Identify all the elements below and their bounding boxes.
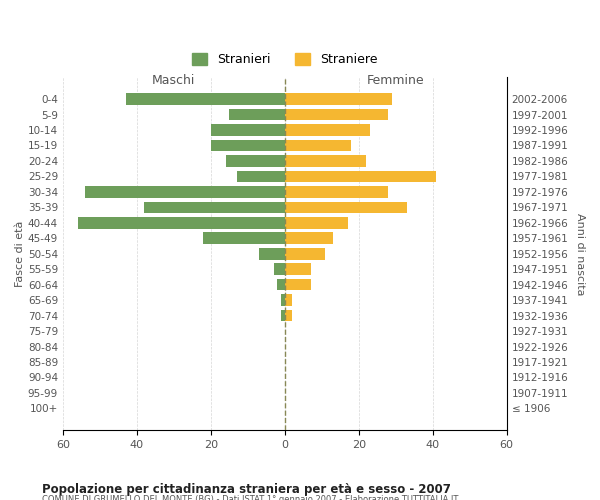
Bar (285, 294, 292, 306)
Bar (285, 279, 311, 290)
Bar (211, 124, 285, 136)
Bar (281, 310, 285, 322)
Bar (281, 294, 285, 306)
Bar (285, 264, 311, 275)
Text: Maschi: Maschi (152, 74, 196, 86)
Bar (126, 94, 285, 105)
Bar (229, 109, 285, 120)
Bar (285, 248, 325, 260)
Y-axis label: Anni di nascita: Anni di nascita (575, 212, 585, 295)
Bar (226, 155, 285, 167)
Legend: Stranieri, Straniere: Stranieri, Straniere (187, 48, 383, 71)
Y-axis label: Fasce di età: Fasce di età (15, 220, 25, 287)
Bar (285, 217, 347, 228)
Bar (277, 279, 285, 290)
Bar (285, 202, 407, 213)
Bar (285, 310, 292, 322)
Text: Femmine: Femmine (367, 74, 425, 86)
Bar (211, 140, 285, 151)
Bar (285, 155, 366, 167)
Bar (285, 140, 352, 151)
Bar (85, 186, 285, 198)
Bar (237, 170, 285, 182)
Bar (285, 232, 333, 244)
Bar (285, 94, 392, 105)
Bar (274, 264, 285, 275)
Text: COMUNE DI GRUMELLO DEL MONTE (BG) - Dati ISTAT 1° gennaio 2007 - Elaborazione TU: COMUNE DI GRUMELLO DEL MONTE (BG) - Dati… (42, 495, 458, 500)
Text: Popolazione per cittadinanza straniera per età e sesso - 2007: Popolazione per cittadinanza straniera p… (42, 482, 451, 496)
Bar (285, 124, 370, 136)
Bar (285, 186, 388, 198)
Bar (203, 232, 285, 244)
Bar (285, 109, 388, 120)
Bar (144, 202, 285, 213)
Bar (77, 217, 285, 228)
Bar (285, 170, 436, 182)
Bar (259, 248, 285, 260)
